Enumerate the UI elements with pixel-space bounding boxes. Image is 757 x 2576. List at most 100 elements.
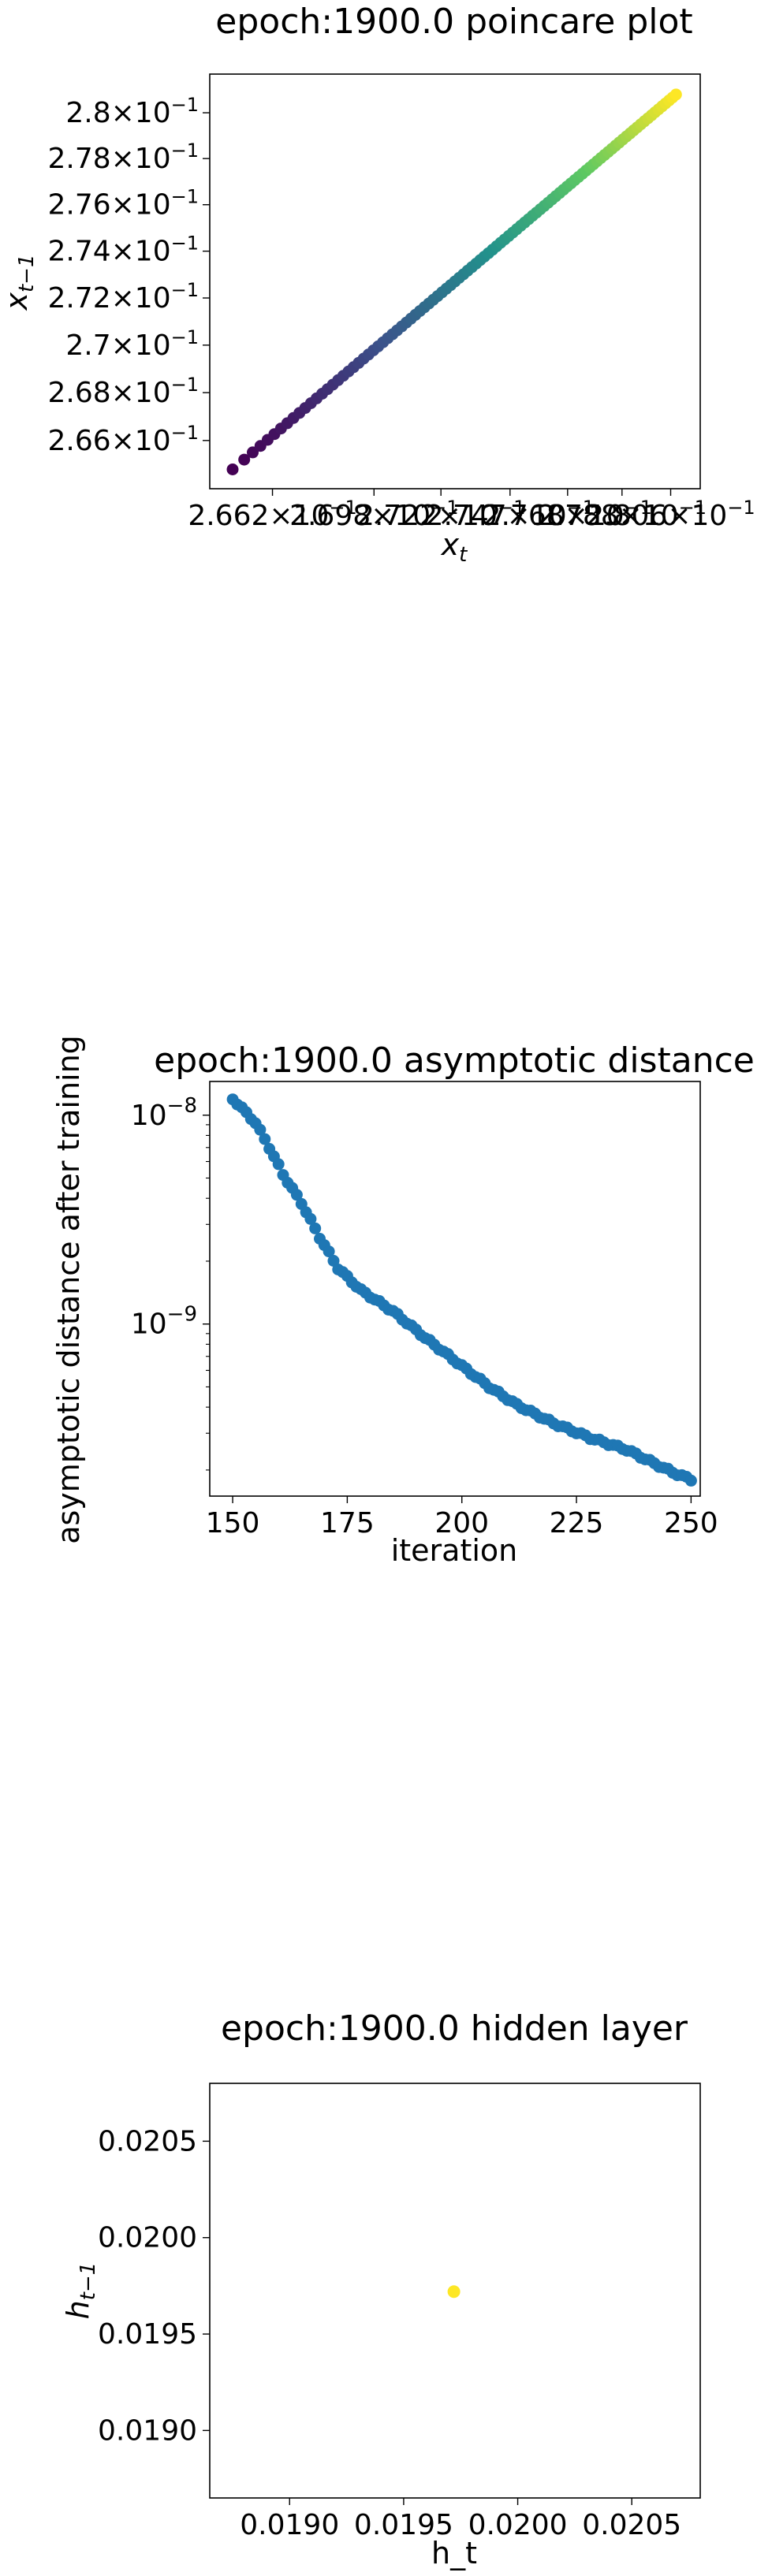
hidden-x-label: h_t [431, 2536, 477, 2570]
poincare-x-tick-label-times: ×10 [667, 500, 727, 532]
asymptotic-point [304, 1212, 317, 1225]
poincare-y-tick-label: 2.66×10−1 [47, 422, 199, 457]
hidden-x-tick-label: 0.0200 [468, 2509, 568, 2541]
poincare-y-tick-label-times: ×10 [111, 97, 171, 129]
asymptotic-axes-frame [209, 1081, 701, 1497]
poincare-point [247, 446, 259, 459]
poincare-x-tick-label-exponent: −1 [625, 497, 652, 519]
poincare-y-tick-label-exponent: −1 [171, 186, 199, 208]
poincare-point [669, 88, 682, 101]
hidden-axes-frame [209, 2083, 701, 2499]
hidden-y-ticks: 0.0190 0.0195 0.0200 0.0205 [98, 2125, 210, 2447]
poincare-plot: epoch:1900.0 poincare plot 2.66×10−12.68… [0, 2, 755, 567]
poincare-y-tick-label-times: ×10 [111, 143, 171, 175]
poincare-x-tick-label: 2.806×10−1 [586, 497, 755, 532]
poincare-y-tick-label-exponent: −1 [171, 374, 199, 396]
poincare-y-tick-label-exponent: −1 [171, 422, 199, 444]
poincare-x-tick-label: 2.747×10−1 [426, 497, 595, 532]
poincare-x-tick-label-times: ×10 [619, 500, 679, 532]
hidden-x-tick-label: 0.0195 [354, 2509, 453, 2541]
asymptotic-point [254, 1123, 267, 1136]
asymptotic-point [323, 1245, 335, 1258]
asymptotic-y-tick-exponent: −8 [167, 1094, 197, 1118]
poincare-y-tick-label-times: ×10 [111, 189, 171, 221]
asymptotic-point [290, 1189, 303, 1201]
poincare-x-tick-label-times: ×10 [565, 500, 625, 532]
asymptotic-point [684, 1474, 697, 1487]
poincare-x-ticks: 2.662×10−12.698×10−12.722×10−12.747×10−1… [188, 489, 755, 532]
hidden-y-tick-label: 0.0195 [98, 2318, 197, 2351]
poincare-y-tick-label-times: ×10 [111, 236, 171, 268]
hidden-y-label: ht−1 [61, 2262, 100, 2320]
asymptotic-x-ticks: 150 175 200 225 250 [206, 1496, 718, 1539]
asymptotic-point [259, 1133, 271, 1145]
asymptotic-point [309, 1222, 322, 1234]
poincare-y-tick-label-exponent: −1 [171, 94, 199, 116]
poincare-y-tick-label: 2.76×10−1 [47, 186, 199, 221]
poincare-y-label: xt−1 [0, 254, 39, 311]
poincare-x-tick-label-mantissa: 2.806 [586, 500, 667, 532]
asymptotic-distance-plot: epoch:1900.0 asymptotic distance 10−810−… [51, 1035, 755, 1568]
poincare-x-tick-label: 2.662×10−1 [188, 497, 356, 532]
asymptotic-y-ticks: 10−810−9 [131, 1094, 210, 1471]
poincare-y-tick-label-mantissa: 2.76 [47, 189, 110, 221]
poincare-y-ticks: 2.66×10−12.68×10−12.7×10−12.72×10−12.74×… [47, 94, 210, 457]
hidden-y-tick-label: 0.0190 [98, 2414, 197, 2447]
poincare-x-tick-label-exponent: −1 [498, 497, 525, 519]
poincare-x-tick-label-times: ×10 [371, 500, 431, 532]
poincare-x-tick-label-mantissa: 2.768 [483, 500, 565, 532]
poincare-y-label-base: x [0, 292, 34, 311]
poincare-x-label-sub: t [459, 543, 468, 567]
asymptotic-points [226, 1093, 697, 1487]
poincare-y-tick-label-mantissa: 2.74 [47, 236, 110, 268]
poincare-axes-frame [209, 73, 701, 490]
poincare-y-tick-label: 2.72×10−1 [47, 279, 199, 315]
hidden-point [447, 2285, 461, 2299]
poincare-x-tick-label-times: ×10 [438, 500, 498, 532]
poincare-x-tick-label-times: ×10 [269, 500, 329, 532]
poincare-y-tick-label-times: ×10 [111, 329, 171, 362]
poincare-x-tick-label: 2.722×10−1 [356, 497, 525, 532]
poincare-x-tick-label-times: ×10 [507, 500, 567, 532]
poincare-x-tick-label-exponent: −1 [727, 497, 755, 519]
poincare-x-tick-label-exponent: −1 [329, 497, 356, 519]
poincare-y-tick-label-mantissa: 2.72 [47, 282, 110, 315]
hidden-points [447, 2285, 461, 2299]
asymptotic-plot-title: epoch:1900.0 asymptotic distance [154, 1040, 755, 1081]
poincare-y-tick-label: 2.7×10−1 [65, 326, 199, 362]
poincare-y-tick-label: 2.68×10−1 [47, 374, 199, 409]
poincare-y-tick-label-exponent: −1 [171, 326, 199, 348]
poincare-x-tick-label: 2.788×10−1 [538, 497, 707, 532]
asymptotic-x-label: iteration [391, 1533, 518, 1568]
poincare-y-tick-label: 2.8×10−1 [65, 94, 199, 129]
poincare-x-tick-label: 2.698×10−1 [289, 497, 458, 532]
poincare-x-tick-label-exponent: −1 [567, 497, 595, 519]
asymptotic-y-tick-exponent: −9 [167, 1303, 197, 1327]
poincare-y-tick-label-times: ×10 [111, 425, 171, 457]
poincare-x-tick-label-exponent: −1 [679, 497, 707, 519]
poincare-y-tick-label-exponent: −1 [171, 140, 199, 162]
hidden-y-tick-label: 0.0200 [98, 2222, 197, 2254]
asymptotic-x-tick-label: 200 [434, 1507, 489, 1539]
poincare-points [226, 88, 682, 475]
asymptotic-y-tick-base: 10 [131, 1100, 167, 1132]
hidden-y-tick-label: 0.0205 [98, 2125, 197, 2157]
poincare-x-label: xt [441, 527, 468, 567]
poincare-y-tick-label-exponent: −1 [171, 233, 199, 255]
poincare-plot-title: epoch:1900.0 poincare plot [215, 2, 692, 42]
poincare-x-tick-label-exponent: −1 [431, 497, 458, 519]
poincare-y-tick-label-exponent: −1 [171, 279, 199, 301]
hidden-x-tick-label: 0.0205 [582, 2509, 681, 2541]
poincare-x-tick-label-mantissa: 2.698 [289, 500, 371, 532]
poincare-y-tick-label-times: ×10 [111, 282, 171, 315]
asymptotic-x-tick-label: 175 [320, 1507, 375, 1539]
poincare-y-tick-label-mantissa: 2.8 [65, 97, 110, 129]
hidden-x-tick-label: 0.0190 [240, 2509, 339, 2541]
asymptotic-y-tick-base: 10 [131, 1308, 167, 1341]
poincare-y-tick-label-times: ×10 [111, 377, 171, 409]
hidden-plot-title: epoch:1900.0 hidden layer [221, 2008, 688, 2049]
asymptotic-x-tick-label: 250 [664, 1507, 718, 1539]
asymptotic-y-tick-label: 10−8 [131, 1094, 197, 1132]
poincare-y-tick-label-mantissa: 2.66 [47, 425, 110, 457]
poincare-y-tick-label: 2.74×10−1 [47, 233, 199, 268]
